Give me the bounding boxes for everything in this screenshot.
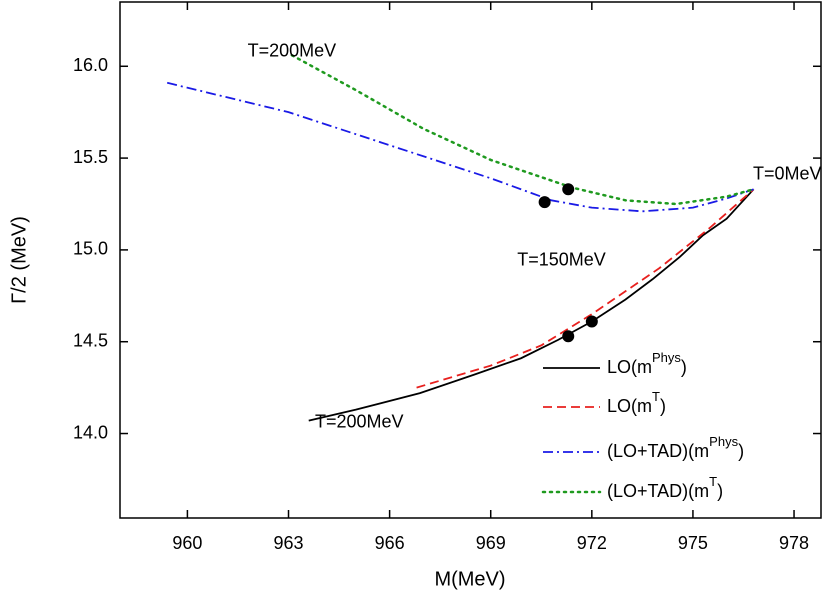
series-line: [166, 81, 754, 213]
series-line: [290, 54, 755, 206]
legend-label-part: (LO+TAD)(m: [607, 441, 709, 461]
annotation: T=0MeV: [753, 163, 822, 183]
y-tick-label: 16.0: [73, 55, 108, 75]
marker: [562, 330, 575, 343]
y-tick-label: 14.5: [73, 330, 108, 350]
legend-label-part: Phys: [709, 434, 738, 449]
x-tick-label: 972: [577, 533, 607, 553]
x-tick-label: 978: [779, 533, 809, 553]
x-tick-label: 975: [678, 533, 708, 553]
y-tick-label: 15.0: [73, 239, 108, 259]
x-tick-label: 963: [273, 533, 303, 553]
legend-label-part: ): [681, 357, 687, 377]
legend-label-part: Phys: [652, 350, 681, 365]
x-tick-label: 969: [476, 533, 506, 553]
marker: [585, 315, 598, 328]
annotation: T=150MeV: [517, 250, 606, 270]
legend-label: (LO+TAD)(mT): [607, 474, 723, 500]
x-tick-label: 966: [375, 533, 405, 553]
legend-label: LO(mT): [607, 389, 666, 415]
annotation: T=200MeV: [248, 40, 337, 60]
legend-label: LO(mPhys): [607, 350, 687, 376]
legend-label-part: LO(m: [607, 396, 652, 416]
legend-label: (LO+TAD)(mPhys): [607, 434, 744, 460]
y-tick-label: 15.5: [73, 147, 108, 167]
legend-label-part: ): [717, 481, 723, 501]
legend-label-part: LO(m: [607, 357, 652, 377]
series-line: [308, 188, 755, 422]
x-axis-title: M(MeV): [434, 568, 505, 590]
legend-label-part: T: [709, 474, 717, 489]
legend-label-part: (LO+TAD)(m: [607, 481, 709, 501]
y-axis-title: Γ/2 (MeV): [8, 216, 30, 304]
annotation: T=200MeV: [315, 411, 404, 431]
series-line: [416, 188, 755, 389]
plot-frame: [119, 1, 822, 519]
marker: [538, 196, 551, 209]
legend-label-part: ): [660, 396, 666, 416]
y-tick-label: 14.0: [73, 422, 108, 442]
legend-label-part: ): [738, 441, 744, 461]
x-tick-label: 960: [172, 533, 202, 553]
legend-label-part: T: [652, 389, 660, 404]
marker: [562, 183, 575, 196]
